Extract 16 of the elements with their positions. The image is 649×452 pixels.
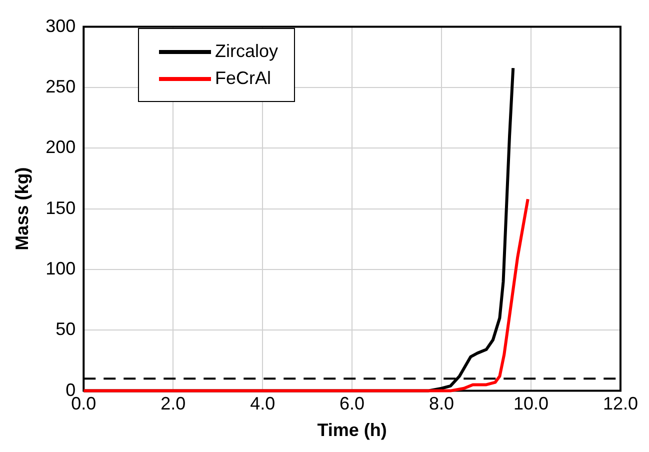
y-tick-label: 300 — [46, 16, 76, 36]
legend-label: Zircaloy — [215, 41, 278, 62]
y-tick-label: 100 — [46, 258, 76, 278]
y-axis-title: Mass (kg) — [12, 167, 32, 250]
x-axis-title: Time (h) — [317, 420, 387, 440]
x-tick-label: 10.0 — [513, 394, 549, 414]
x-tick-label: 12.0 — [602, 394, 638, 414]
y-tick-label: 50 — [56, 319, 76, 340]
x-tick-label: 6.0 — [340, 394, 365, 414]
y-tick-label: 200 — [46, 137, 76, 158]
y-tick-label: 150 — [46, 198, 76, 218]
x-tick-label: 4.0 — [250, 394, 276, 414]
x-tick-label: 8.0 — [429, 394, 454, 414]
y-tick-label: 250 — [46, 76, 76, 96]
legend-label: FeCrAl — [215, 68, 272, 89]
x-tick-label: 2.0 — [160, 394, 186, 414]
